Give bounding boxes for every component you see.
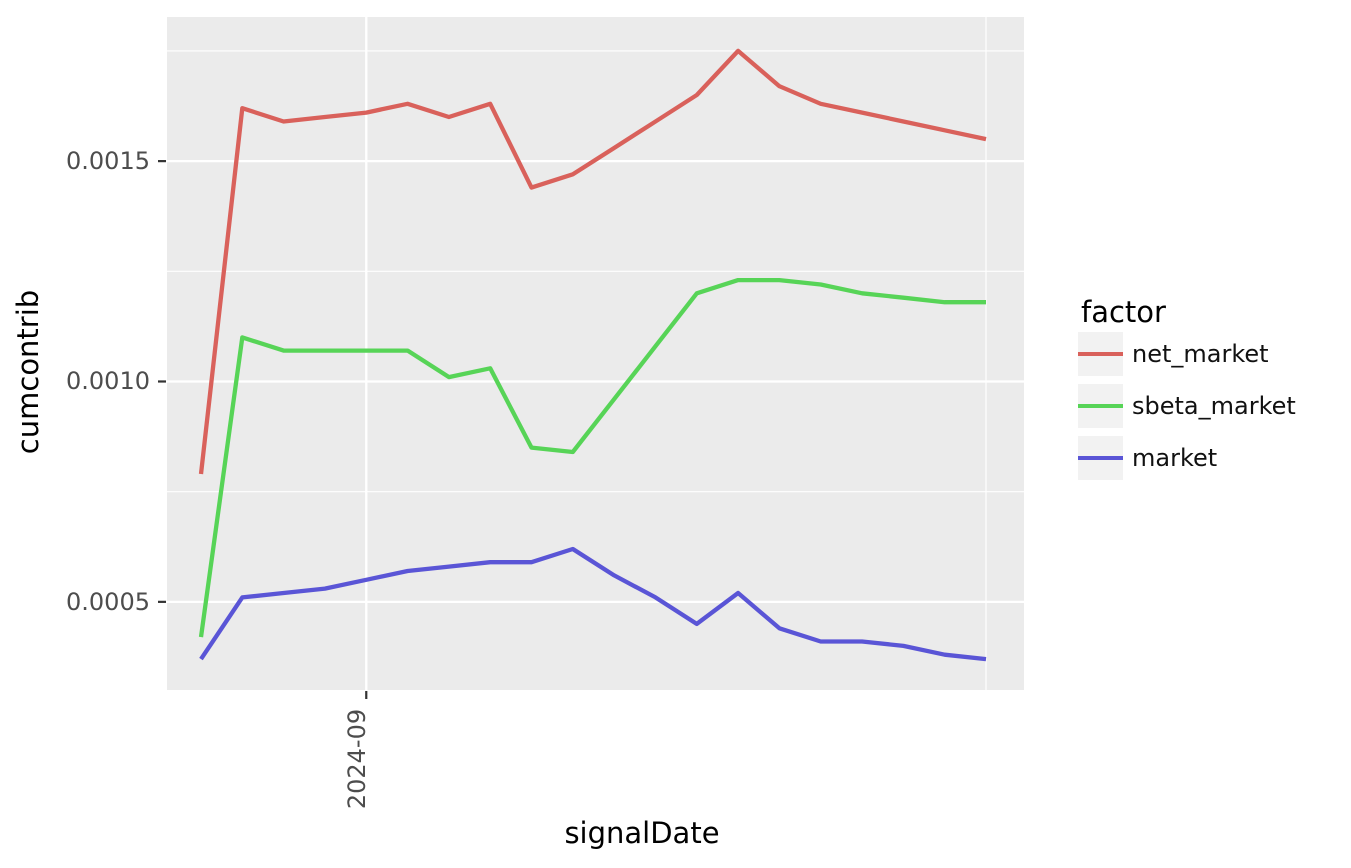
- legend-item-label: net_market: [1132, 340, 1269, 368]
- y-axis-tick-label: 0.0005: [66, 588, 150, 616]
- legend-key: [1078, 436, 1123, 480]
- legend-key: [1078, 332, 1123, 376]
- series-line-sbeta_market: [198, 277, 986, 638]
- series-line-net_market: [198, 48, 987, 475]
- legend-item: market: [1078, 436, 1217, 480]
- legend-key-line: [1078, 352, 1123, 356]
- legend-item-label: market: [1132, 444, 1218, 472]
- x-axis-tick-label: 2024-09: [343, 708, 371, 810]
- y-axis-tick-label: 0.0010: [66, 367, 150, 395]
- panel-background: [167, 17, 1024, 690]
- legend-item: sbeta_market: [1078, 384, 1296, 428]
- y-axis-tick-label: 0.0015: [66, 147, 150, 175]
- legend-item-label: sbeta_market: [1132, 392, 1296, 420]
- x-axis-title: signalDate: [564, 816, 720, 850]
- y-axis-title: cumcontrib: [11, 289, 45, 455]
- legend-title: factor: [1081, 295, 1166, 329]
- series-line-market: [199, 546, 987, 662]
- legend-key-line: [1078, 404, 1123, 408]
- legend-key-line: [1078, 456, 1123, 460]
- legend-item: net_market: [1078, 332, 1269, 376]
- legend-key: [1078, 384, 1123, 428]
